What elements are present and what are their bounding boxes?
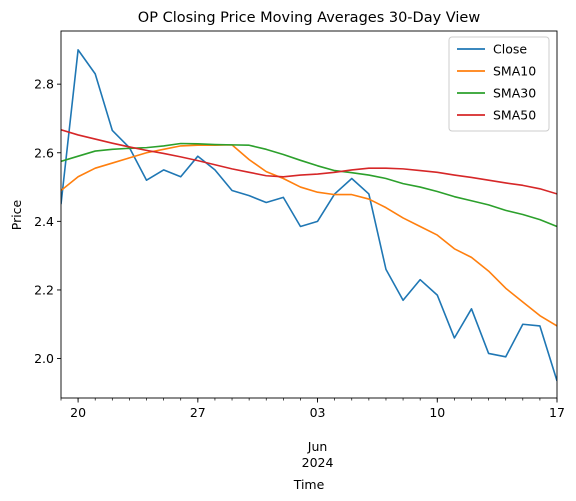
legend-label: SMA30: [493, 86, 536, 101]
legend-label: SMA10: [493, 64, 536, 79]
x-axis-title: Time: [293, 477, 325, 492]
series-line-sma30: [61, 142, 557, 228]
y-tick-label: 2.0: [34, 351, 54, 366]
y-tick-label: 2.2: [34, 282, 54, 297]
x-tick-label: 03: [310, 405, 326, 420]
plot-frame: [60, 30, 558, 399]
y-axis-title: Price: [9, 199, 24, 230]
series-line-sma50: [61, 129, 557, 195]
x-month-label: Jun: [307, 439, 328, 454]
chart-title: OP Closing Price Moving Averages 30-Day …: [138, 10, 481, 26]
x-tick-label: 20: [70, 405, 86, 420]
legend: Close SMA10 SMA30 SMA50: [448, 36, 550, 132]
x-year-label: 2024: [302, 455, 334, 470]
series-line-close: [61, 49, 557, 382]
y-tick-label: 2.6: [34, 145, 54, 160]
legend-box: [448, 36, 550, 132]
series-line-sma10: [61, 144, 557, 327]
y-tick-label: 2.4: [34, 214, 54, 229]
x-tick-label: 27: [190, 405, 206, 420]
x-tick-label: 17: [549, 405, 565, 420]
plot-area: [61, 49, 557, 382]
x-tick-label: 10: [429, 405, 445, 420]
y-tick-label: 2.8: [34, 77, 54, 92]
legend-label: Close: [493, 42, 527, 57]
legend-label: SMA50: [493, 108, 536, 123]
